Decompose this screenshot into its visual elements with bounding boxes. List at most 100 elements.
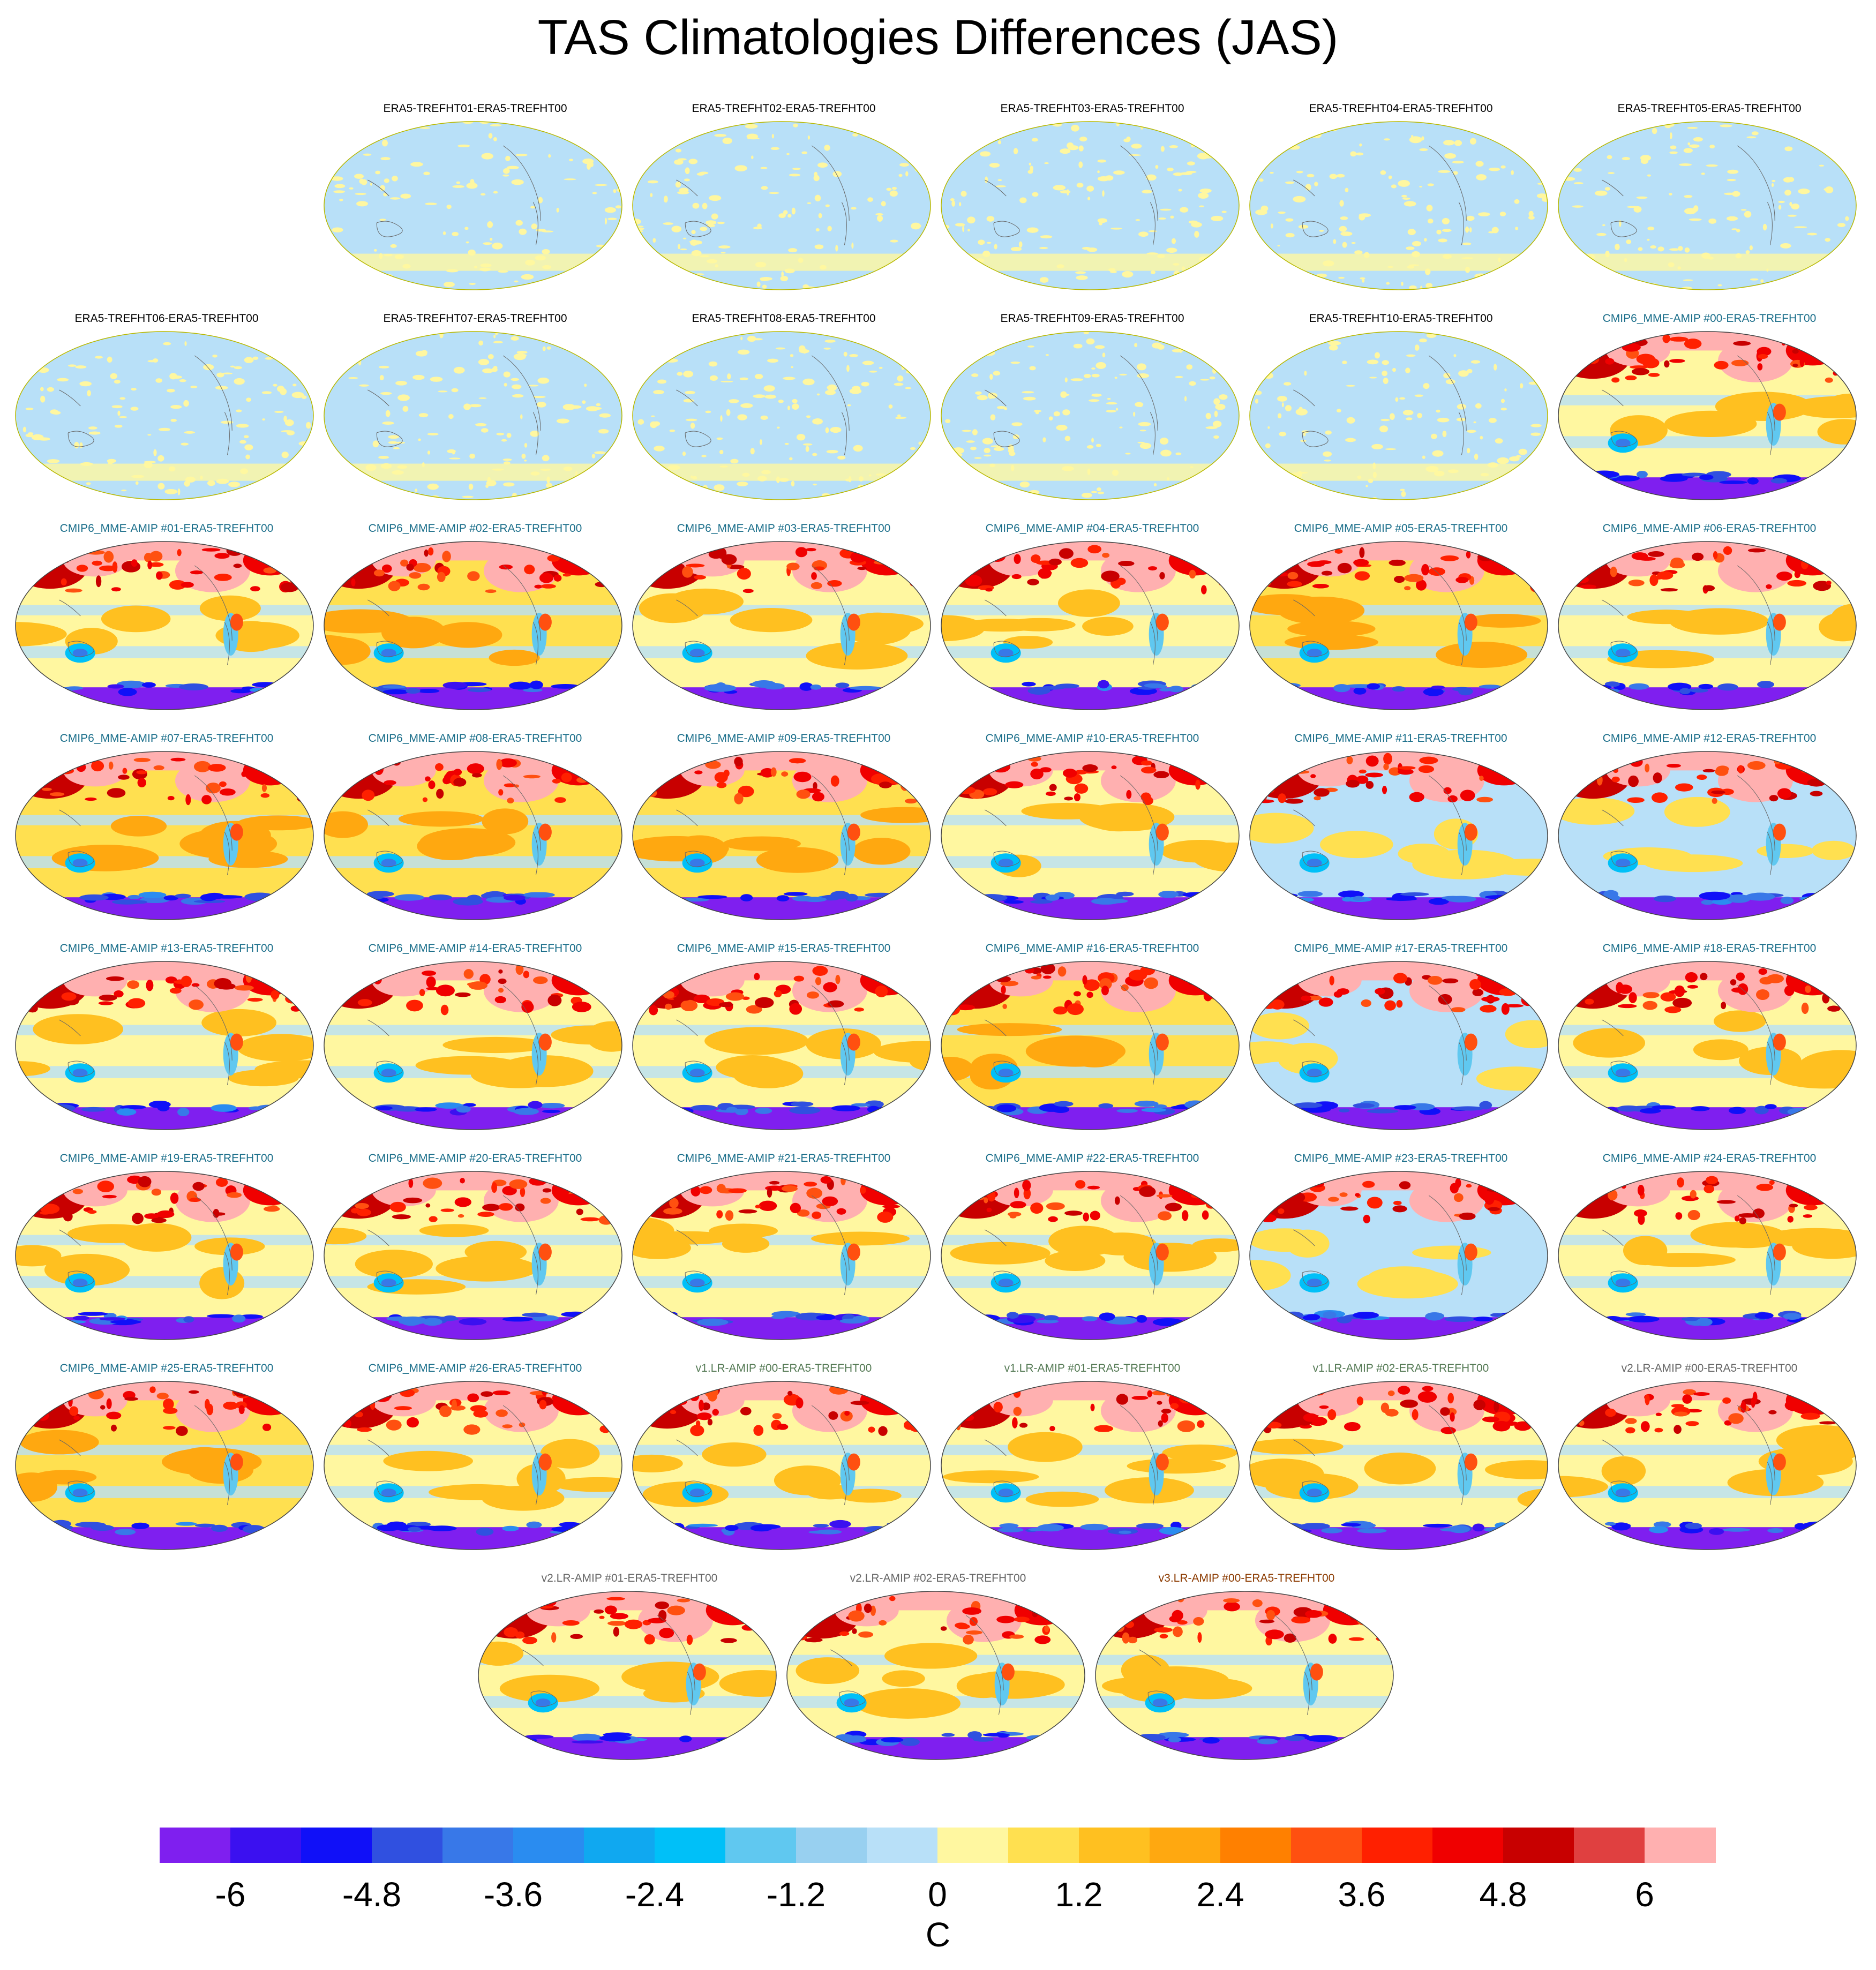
map-panel: CMIP6_MME-AMIP #06-ERA5-TREFHT00 [1557, 522, 1862, 720]
robinson-map [1558, 331, 1857, 500]
panel-title: ERA5-TREFHT02-ERA5-TREFHT00 [692, 102, 876, 115]
robinson-map [1558, 1171, 1857, 1340]
map-panel: CMIP6_MME-AMIP #01-ERA5-TREFHT00 [14, 522, 319, 720]
colorbar-segment [655, 1828, 726, 1863]
robinson-map [478, 1591, 777, 1760]
map-panel: v3.LR-AMIP #00-ERA5-TREFHT00 [1094, 1572, 1399, 1770]
robinson-map [1249, 1171, 1548, 1340]
colorbar-tick-label: 6 [1635, 1875, 1654, 1914]
robinson-map [1558, 121, 1857, 290]
robinson-map [324, 331, 622, 500]
map-panel: CMIP6_MME-AMIP #04-ERA5-TREFHT00 [940, 522, 1245, 720]
robinson-map [632, 331, 931, 500]
map-panel: CMIP6_MME-AMIP #18-ERA5-TREFHT00 [1557, 942, 1862, 1140]
robinson-map [15, 1381, 314, 1550]
robinson-map [1249, 961, 1548, 1130]
panel-title: CMIP6_MME-AMIP #14-ERA5-TREFHT00 [368, 942, 582, 954]
colorbar-segment [1079, 1828, 1150, 1863]
map-panel: ERA5-TREFHT07-ERA5-TREFHT00 [322, 312, 628, 510]
map-panel: CMIP6_MME-AMIP #09-ERA5-TREFHT00 [631, 732, 936, 930]
colorbar-segment [230, 1828, 302, 1863]
robinson-map [324, 1381, 622, 1550]
colorbar-segment [725, 1828, 797, 1863]
colorbar-tick-label: -1.2 [766, 1875, 826, 1914]
panel-title: CMIP6_MME-AMIP #05-ERA5-TREFHT00 [1294, 522, 1508, 535]
robinson-map [1558, 1381, 1857, 1550]
panel-title: CMIP6_MME-AMIP #06-ERA5-TREFHT00 [1602, 522, 1817, 535]
colorbar-segment [584, 1828, 655, 1863]
panel-title: v3.LR-AMIP #00-ERA5-TREFHT00 [1158, 1572, 1335, 1584]
map-panel: v2.LR-AMIP #00-ERA5-TREFHT00 [1557, 1362, 1862, 1560]
panel-title: v2.LR-AMIP #00-ERA5-TREFHT00 [1621, 1362, 1798, 1374]
panel-title: CMIP6_MME-AMIP #16-ERA5-TREFHT00 [985, 942, 1199, 954]
panel-title: ERA5-TREFHT09-ERA5-TREFHT00 [1000, 312, 1184, 325]
robinson-map [632, 121, 931, 290]
robinson-map [324, 751, 622, 920]
map-panel: CMIP6_MME-AMIP #16-ERA5-TREFHT00 [940, 942, 1245, 1140]
map-panel: v2.LR-AMIP #02-ERA5-TREFHT00 [785, 1572, 1091, 1770]
robinson-map [324, 961, 622, 1130]
robinson-map [632, 1381, 931, 1550]
colorbar-segment [796, 1828, 867, 1863]
map-panel: v1.LR-AMIP #00-ERA5-TREFHT00 [631, 1362, 936, 1560]
panel-title: CMIP6_MME-AMIP #03-ERA5-TREFHT00 [677, 522, 891, 535]
colorbar-tick-label: 4.8 [1479, 1875, 1527, 1914]
panel-title: CMIP6_MME-AMIP #20-ERA5-TREFHT00 [368, 1152, 582, 1164]
robinson-map [1558, 961, 1857, 1130]
robinson-map [15, 751, 314, 920]
colorbar-tick-label: -3.6 [483, 1875, 543, 1914]
panel-title: ERA5-TREFHT03-ERA5-TREFHT00 [1000, 102, 1184, 115]
panel-grid: ERA5-TREFHT01-ERA5-TREFHT00 ERA5-TREFHT02… [14, 102, 1862, 1770]
map-panel: ERA5-TREFHT09-ERA5-TREFHT00 [940, 312, 1245, 510]
map-panel: ERA5-TREFHT06-ERA5-TREFHT00 [14, 312, 319, 510]
colorbar-segment [867, 1828, 938, 1863]
colorbar-segment [1008, 1828, 1079, 1863]
panel-title: CMIP6_MME-AMIP #09-ERA5-TREFHT00 [677, 732, 891, 745]
robinson-map [1249, 751, 1548, 920]
map-panel: CMIP6_MME-AMIP #08-ERA5-TREFHT00 [322, 732, 628, 930]
panel-title: CMIP6_MME-AMIP #08-ERA5-TREFHT00 [368, 732, 582, 745]
map-panel: CMIP6_MME-AMIP #20-ERA5-TREFHT00 [322, 1152, 628, 1350]
robinson-map [941, 1171, 1240, 1340]
panel-title: ERA5-TREFHT05-ERA5-TREFHT00 [1617, 102, 1802, 115]
panel-title: ERA5-TREFHT06-ERA5-TREFHT00 [74, 312, 259, 325]
robinson-map [941, 961, 1240, 1130]
map-panel: CMIP6_MME-AMIP #07-ERA5-TREFHT00 [14, 732, 319, 930]
robinson-map [632, 1171, 931, 1340]
panel-title: CMIP6_MME-AMIP #10-ERA5-TREFHT00 [985, 732, 1199, 745]
map-panel: CMIP6_MME-AMIP #19-ERA5-TREFHT00 [14, 1152, 319, 1350]
colorbar-segment [1150, 1828, 1221, 1863]
colorbar-segment [1432, 1828, 1504, 1863]
panel-title: ERA5-TREFHT04-ERA5-TREFHT00 [1309, 102, 1493, 115]
panel-title: ERA5-TREFHT08-ERA5-TREFHT00 [692, 312, 876, 325]
panel-title: CMIP6_MME-AMIP #11-ERA5-TREFHT00 [1294, 732, 1507, 745]
robinson-map [941, 541, 1240, 710]
colorbar-tick-label: 0 [928, 1875, 947, 1914]
panel-title: CMIP6_MME-AMIP #17-ERA5-TREFHT00 [1294, 942, 1508, 954]
panel-title: CMIP6_MME-AMIP #24-ERA5-TREFHT00 [1602, 1152, 1817, 1164]
panel-title: CMIP6_MME-AMIP #02-ERA5-TREFHT00 [368, 522, 582, 535]
colorbar-tick-label: -6 [215, 1875, 246, 1914]
panel-title: CMIP6_MME-AMIP #22-ERA5-TREFHT00 [985, 1152, 1199, 1164]
panel-title: CMIP6_MME-AMIP #25-ERA5-TREFHT00 [59, 1362, 274, 1374]
panel-title: CMIP6_MME-AMIP #13-ERA5-TREFHT00 [59, 942, 274, 954]
map-panel: ERA5-TREFHT10-ERA5-TREFHT00 [1248, 312, 1554, 510]
map-panel: CMIP6_MME-AMIP #24-ERA5-TREFHT00 [1557, 1152, 1862, 1350]
robinson-map [1558, 751, 1857, 920]
robinson-map [15, 1171, 314, 1340]
colorbar-segment [937, 1828, 1009, 1863]
map-panel: CMIP6_MME-AMIP #10-ERA5-TREFHT00 [940, 732, 1245, 930]
colorbar-segment [1574, 1828, 1645, 1863]
panel-title: CMIP6_MME-AMIP #21-ERA5-TREFHT00 [677, 1152, 891, 1164]
panel-title: CMIP6_MME-AMIP #04-ERA5-TREFHT00 [985, 522, 1199, 535]
map-panel: CMIP6_MME-AMIP #13-ERA5-TREFHT00 [14, 942, 319, 1140]
map-panel: CMIP6_MME-AMIP #11-ERA5-TREFHT00 [1248, 732, 1554, 930]
panel-title: v2.LR-AMIP #02-ERA5-TREFHT00 [850, 1572, 1026, 1584]
robinson-map [632, 961, 931, 1130]
panel-title: CMIP6_MME-AMIP #26-ERA5-TREFHT00 [368, 1362, 582, 1374]
panel-title: CMIP6_MME-AMIP #19-ERA5-TREFHT00 [59, 1152, 274, 1164]
colorbar-segment [1645, 1828, 1716, 1863]
colorbar-segment [1220, 1828, 1292, 1863]
robinson-map [15, 961, 314, 1130]
map-panel: CMIP6_MME-AMIP #23-ERA5-TREFHT00 [1248, 1152, 1554, 1350]
